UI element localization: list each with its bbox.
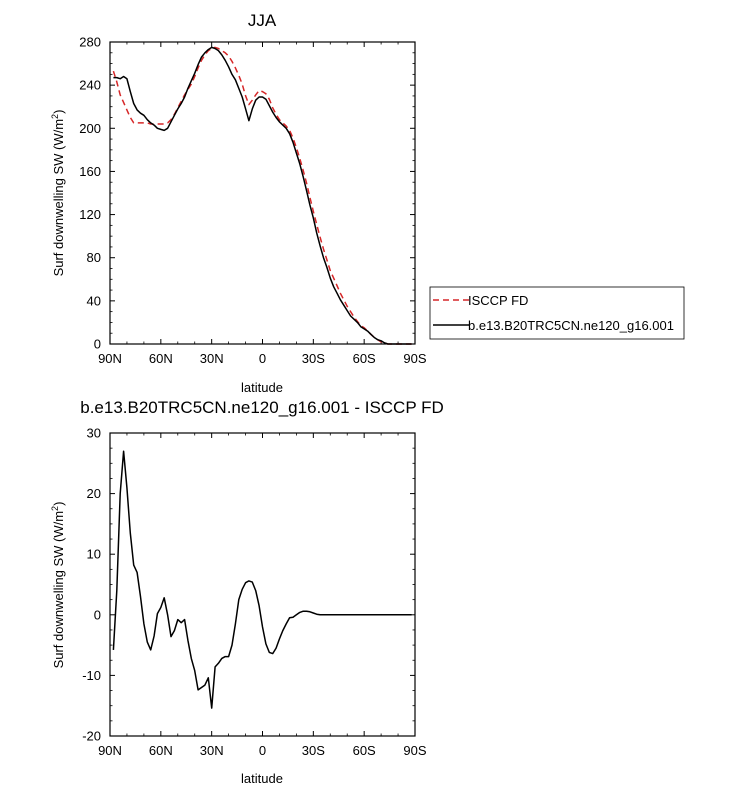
bottom-y-tick-label: -10 <box>82 668 101 683</box>
top-y-axis-label-main: Surf downwelling SW (W/m <box>51 119 66 276</box>
top-x-tick-label: 30S <box>302 351 325 366</box>
top-plot-frame <box>109 41 416 345</box>
bottom-series-line <box>112 450 412 709</box>
bottom-panel: b.e13.B20TRC5CN.ne120_g16.001 - ISCCP FD… <box>50 398 444 786</box>
top-y-tick-label: 40 <box>87 293 101 308</box>
bottom-y-axis-label-main: Surf downwelling SW (W/m <box>51 511 66 668</box>
bottom-y-tick-label: 30 <box>87 426 101 441</box>
bottom-y-tick-label: 20 <box>87 486 101 501</box>
bottom-y-tick-label: 10 <box>87 547 101 562</box>
bottom-y-axis-label: Surf downwelling SW (W/m2) <box>50 502 66 669</box>
top-y-tick-label: 0 <box>94 337 101 352</box>
bottom-x-axis-label: latitude <box>241 771 283 786</box>
top-x-tick-label: 30N <box>200 351 224 366</box>
legend-box <box>429 286 685 340</box>
legend-label-model: b.e13.B20TRC5CN.ne120_g16.001 <box>468 318 674 333</box>
bottom-plot-frame <box>109 432 416 737</box>
bottom-x-tick-label: 60S <box>353 743 376 758</box>
top-y-tick-label: 240 <box>79 78 101 93</box>
top-plot-area: 90N 60N 30N 0 30S 60S 90S 0 40 80 120 160 200 240 280 <box>79 35 427 367</box>
top-x-tick-label: 60S <box>353 351 376 366</box>
bottom-y-axis-label-end: ) <box>51 502 66 506</box>
bottom-x-tick-label: 30N <box>200 743 224 758</box>
bottom-x-tick-label: 90N <box>98 743 122 758</box>
top-y-tick-label: 120 <box>79 207 101 222</box>
top-x-axis-label: latitude <box>241 380 283 395</box>
bottom-x-tick-label: 90S <box>403 743 426 758</box>
top-y-tick-label: 80 <box>87 250 101 265</box>
top-panel: JJA Surf downwelling SW (W/m2) latitude … <box>50 11 685 395</box>
top-y-axis-label-sup: 2 <box>50 114 60 119</box>
bottom-chart-title: b.e13.B20TRC5CN.ne120_g16.001 - ISCCP FD <box>80 398 444 417</box>
top-y-tick-label: 200 <box>79 121 101 136</box>
bottom-plot-area: 90N 60N 30N 0 30S 60S 90S -20 -10 0 10 20 30 <box>82 426 427 759</box>
bottom-x-tick-label: 0 <box>259 743 266 758</box>
top-x-tick-label: 90S <box>403 351 426 366</box>
top-series-model <box>113 46 412 345</box>
top-x-tick-label: 0 <box>259 351 266 366</box>
top-y-axis-label: Surf downwelling SW (W/m2) <box>50 110 66 277</box>
top-x-tick-label: 60N <box>149 351 173 366</box>
top-y-axis-label-end: ) <box>51 110 66 114</box>
bottom-y-tick-label: -20 <box>82 729 101 744</box>
legend-label-isccp: ISCCP FD <box>468 293 528 308</box>
bottom-x-tick-label: 60N <box>149 743 173 758</box>
top-y-tick-label: 160 <box>79 164 101 179</box>
top-chart-title: JJA <box>248 11 277 30</box>
bottom-x-tick-label: 30S <box>302 743 325 758</box>
bottom-y-axis-label-sup: 2 <box>50 506 60 511</box>
top-series-isccp-fd <box>112 46 412 345</box>
bottom-y-tick-label: 0 <box>94 607 101 622</box>
legend: ISCCP FD b.e13.B20TRC5CN.ne120_g16.001 <box>429 286 685 340</box>
top-y-tick-label: 280 <box>79 35 101 50</box>
top-x-tick-label: 90N <box>98 351 122 366</box>
